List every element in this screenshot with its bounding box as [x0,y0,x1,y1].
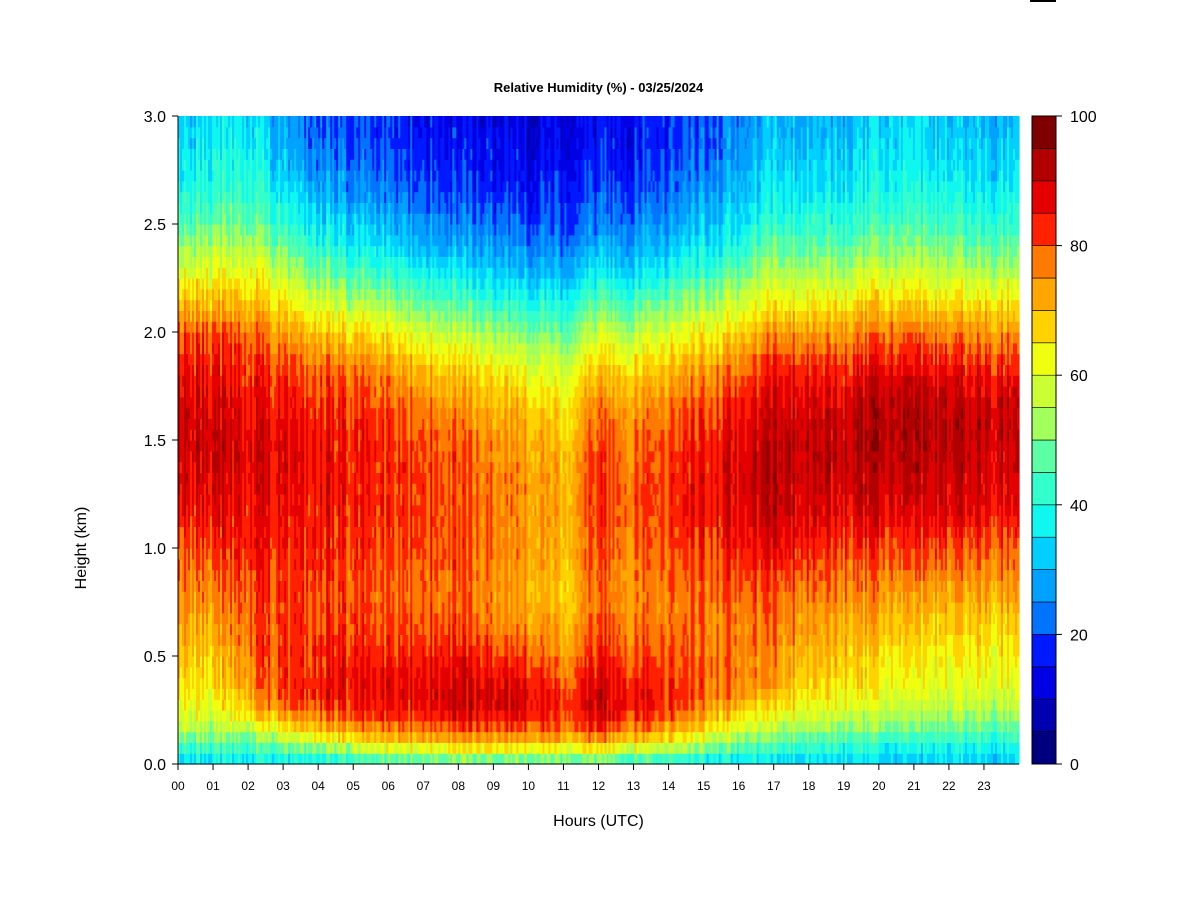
heatmap-plot-area [178,116,1020,765]
